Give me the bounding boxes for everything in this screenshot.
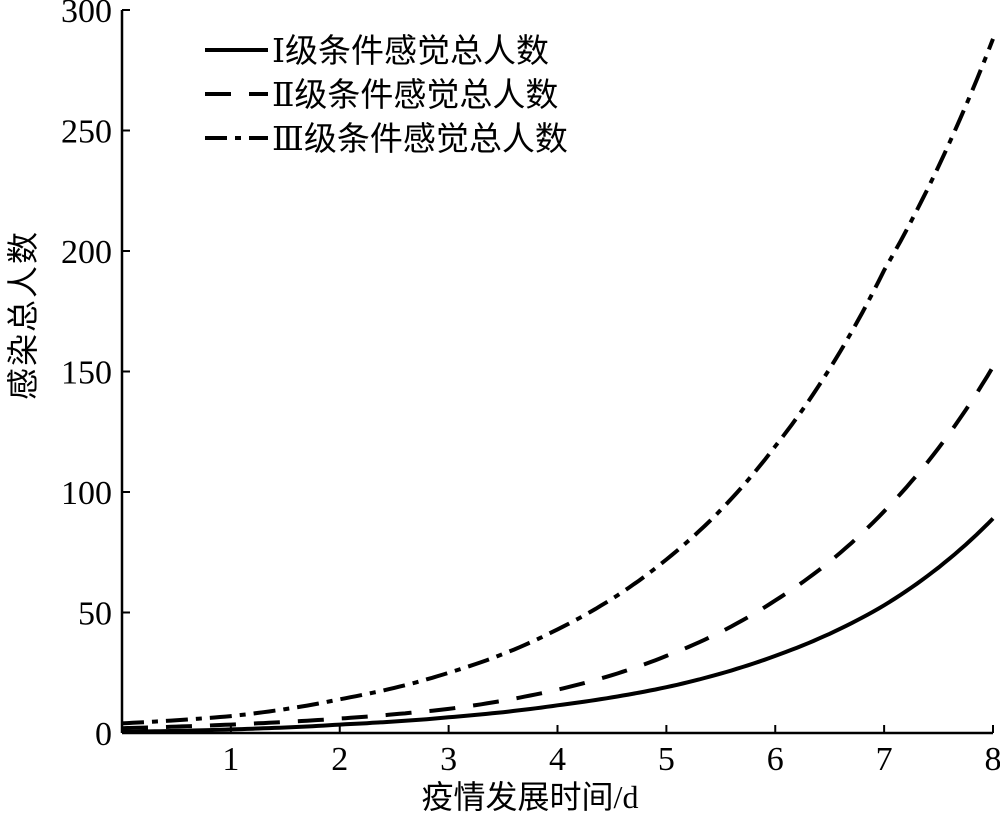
tick-labels: 1 2 3 4 5 6 7 8 0 50 100 150 200 250 300	[61, 0, 1000, 778]
y-axis-label: 感染总人数	[5, 230, 41, 400]
y-tick-label: 300	[61, 0, 112, 30]
legend-label-1: Ⅰ级条件感觉总人数	[272, 33, 549, 70]
y-tick-label: 100	[61, 475, 112, 512]
axes	[122, 10, 993, 733]
legend-label-3: Ⅲ级条件感觉总人数	[272, 121, 568, 158]
x-tick-label: 4	[549, 741, 566, 778]
x-tick-label: 8	[985, 741, 1000, 778]
x-axis-label: 疫情发展时间/d	[422, 779, 639, 815]
x-tick-label: 7	[876, 741, 893, 778]
x-tick-label: 1	[222, 741, 239, 778]
x-tick-label: 5	[658, 741, 675, 778]
series-line-1	[122, 519, 993, 732]
x-tick-label: 3	[440, 741, 457, 778]
y-tick-label: 50	[78, 596, 112, 633]
legend-label-2: Ⅱ级条件感觉总人数	[272, 77, 558, 114]
x-tick-label: 2	[331, 741, 348, 778]
y-tick-label: 250	[61, 114, 112, 151]
x-tick-label: 6	[767, 741, 784, 778]
series-line-2	[122, 367, 993, 729]
legend: Ⅰ级条件感觉总人数 Ⅱ级条件感觉总人数 Ⅲ级条件感觉总人数	[205, 33, 568, 158]
y-tick-label: 200	[61, 234, 112, 271]
y-tick-label: 150	[61, 355, 112, 392]
y-tick-label: 0	[95, 716, 112, 753]
